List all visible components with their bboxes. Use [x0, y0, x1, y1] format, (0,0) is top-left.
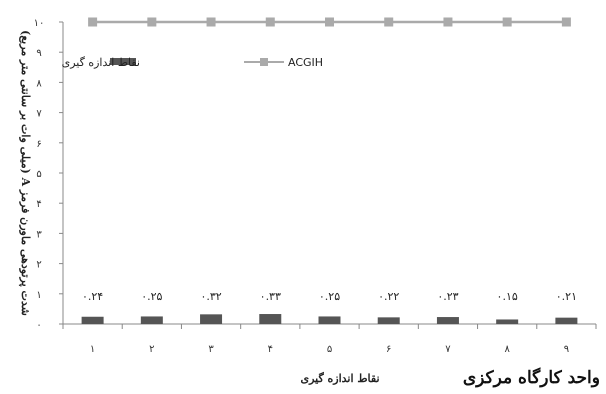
bar [81, 316, 104, 324]
acgih-point [443, 17, 453, 27]
bar-data-label: ۰.۱۵ [497, 290, 518, 303]
y-tick-label: ۰ [36, 320, 41, 331]
x-tick-label: ۶ [386, 344, 391, 355]
bar-data-label: ۰.۲۴ [82, 290, 103, 303]
bar [318, 316, 341, 324]
x-axis-title: نقاط اندازه گیری [300, 371, 379, 385]
data-labels: ۰.۲۴ ۰.۲۵ ۰.۳۲ ۰.۳۳ ۰.۲۵ ۰.۲۲ ۰.۲۳ ۰.۱۵ ۰.۲۱ [82, 290, 577, 303]
bar-data-label: ۰.۳۳ [260, 290, 281, 303]
x-tick-label: ۹ [564, 344, 569, 355]
bar-data-label: ۰.۲۱ [556, 290, 577, 303]
x-tick-label: ۵ [327, 344, 332, 355]
y-tick-label: ۱۰ [34, 18, 45, 29]
chart-caption: واحد کارگاه مرکزی [462, 368, 600, 388]
y-tick-label: ۷ [36, 109, 42, 120]
bar-data-label: ۰.۲۲ [378, 290, 399, 303]
y-axis-title: شدت پرتودهی ماورن فرمز A (میلی وات بر سا… [19, 30, 32, 316]
bar [200, 314, 223, 324]
acgih-point [265, 17, 275, 27]
acgih-point [206, 17, 216, 27]
x-tick-label: ۸ [504, 344, 510, 355]
y-tick-label: ۱ [36, 290, 41, 301]
y-tick-label: ۳ [36, 229, 42, 240]
bar [496, 319, 519, 324]
bar [555, 317, 578, 324]
legend: نقاط اندازه گیری ACGIH [62, 56, 323, 69]
acgih-point [88, 17, 98, 27]
y-tick-label: ۸ [36, 78, 42, 89]
y-tick-label: ۵ [36, 169, 41, 180]
acgih-point [147, 17, 157, 27]
bar [377, 317, 400, 324]
y-axis: ۰ ۱ ۲ ۳ ۴ ۵ ۶ ۷ ۸ ۹ ۱۰ [34, 18, 64, 331]
legend-bar-label: نقاط اندازه گیری [62, 56, 140, 69]
acgih-point [325, 17, 334, 27]
y-tick-label: ۴ [36, 199, 41, 210]
legend-bar-swatch [110, 58, 136, 65]
bar [436, 317, 459, 324]
legend-line-marker [260, 58, 268, 66]
legend-line-label: ACGIH [288, 56, 323, 69]
bar-series [81, 314, 578, 324]
x-tick-label: ۱ [90, 344, 95, 355]
bar-data-label: ۰.۲۵ [319, 290, 340, 303]
acgih-series [88, 17, 571, 27]
bar-data-label: ۰.۳۲ [200, 290, 221, 303]
bar-data-label: ۰.۲۵ [141, 290, 162, 303]
bar-data-label: ۰.۲۳ [437, 290, 458, 303]
acgih-point [384, 17, 394, 27]
x-tick-label: ۴ [268, 344, 273, 355]
acgih-point [561, 17, 571, 27]
bar [259, 314, 282, 324]
x-axis: ۱ ۲ ۳ ۴ ۵ ۶ ۷ ۸ ۹ [62, 323, 597, 355]
x-tick-label: ۲ [149, 344, 154, 355]
x-tick-label: ۳ [208, 344, 214, 355]
y-tick-label: ۶ [36, 139, 41, 150]
acgih-point [502, 17, 512, 27]
y-tick-label: ۹ [36, 48, 41, 59]
y-tick-label: ۲ [36, 260, 41, 271]
x-tick-label: ۷ [445, 344, 451, 355]
bar [140, 316, 163, 324]
